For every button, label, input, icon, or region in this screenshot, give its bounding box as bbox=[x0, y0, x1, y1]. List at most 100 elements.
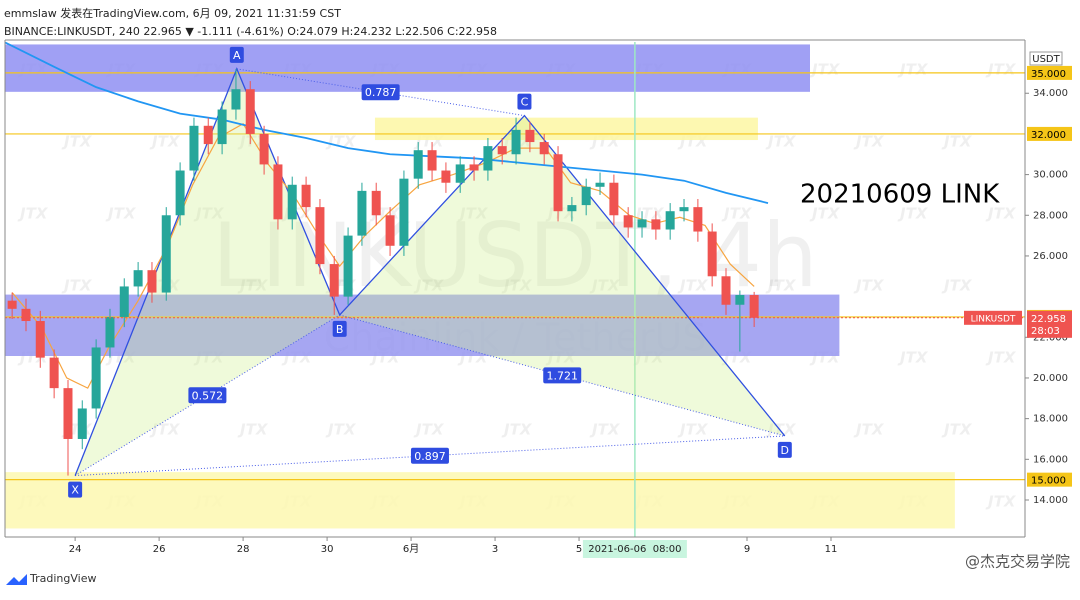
candle-body bbox=[469, 164, 479, 171]
candle-body bbox=[119, 286, 129, 317]
ratio-label: 0.572 bbox=[192, 389, 224, 402]
candle-body bbox=[525, 129, 535, 143]
stamp: JTX bbox=[413, 277, 445, 295]
zone bbox=[374, 117, 758, 141]
stamp: JTX bbox=[765, 277, 797, 295]
candle-body bbox=[581, 186, 591, 206]
y-tick-label: 16.000 bbox=[1033, 454, 1068, 465]
ratio-label: 0.897 bbox=[414, 450, 446, 463]
candle-body bbox=[315, 207, 325, 265]
candle-body bbox=[259, 133, 269, 165]
level-badge bbox=[1027, 472, 1072, 487]
x-tick-label: 30 bbox=[321, 544, 334, 555]
point-badge bbox=[229, 46, 244, 63]
candle-body bbox=[231, 89, 241, 110]
candle-body bbox=[609, 182, 619, 216]
stamp: JTX bbox=[589, 421, 621, 439]
pattern-dotted bbox=[74, 314, 340, 477]
stamp: JTX bbox=[633, 205, 665, 223]
unit-box bbox=[1029, 51, 1063, 66]
candle-body bbox=[637, 219, 647, 228]
x-tick-label: 26 bbox=[153, 544, 166, 555]
x-tick-label: 3 bbox=[492, 544, 498, 555]
stamp: JTX bbox=[149, 133, 181, 151]
candle-body bbox=[161, 215, 171, 293]
candle-body bbox=[749, 295, 759, 318]
candle-body bbox=[693, 207, 703, 232]
stamp: JTX bbox=[897, 349, 929, 367]
tag-symbol: LINKUSDT bbox=[971, 314, 1016, 324]
stamp: JTX bbox=[985, 493, 1017, 511]
axis-unit: USDT bbox=[1032, 54, 1060, 65]
stamp: JTX bbox=[721, 205, 753, 223]
stamp: JTX bbox=[677, 421, 709, 439]
x-tick-label: 5 bbox=[576, 544, 582, 555]
candle-body bbox=[21, 308, 31, 322]
candle-body bbox=[385, 215, 395, 246]
stamp: JTX bbox=[237, 421, 269, 439]
stamp: JTX bbox=[941, 277, 973, 295]
level-label: 35.000 bbox=[1031, 69, 1066, 80]
stamp: JTX bbox=[897, 61, 929, 79]
stamp: JTX bbox=[17, 205, 49, 223]
candle-body bbox=[679, 207, 689, 212]
ratio-label: 1.721 bbox=[546, 369, 578, 382]
stamp: JTX bbox=[809, 205, 841, 223]
level-badge bbox=[1027, 126, 1072, 141]
x-tick-label: 28 bbox=[237, 544, 250, 555]
header-line: emmslaw 发表在TradingView.com, 6月 09, 2021 … bbox=[4, 6, 341, 20]
candle-body bbox=[441, 170, 451, 183]
candle-body bbox=[651, 219, 661, 230]
x-tick-label: 11 bbox=[825, 544, 838, 555]
candle-body bbox=[7, 300, 17, 309]
candle-body bbox=[133, 270, 143, 287]
candle-body bbox=[483, 146, 493, 171]
candle-body bbox=[189, 125, 199, 171]
stamp: JTX bbox=[589, 277, 621, 295]
candle-body bbox=[707, 231, 717, 277]
candle-body bbox=[413, 150, 423, 179]
stamp: JTX bbox=[765, 133, 797, 151]
ratio-badge bbox=[361, 84, 400, 101]
tag-value: 22.958 bbox=[1031, 314, 1066, 325]
y-tick-label: 20.000 bbox=[1033, 373, 1068, 384]
ratio-label: 0.787 bbox=[365, 86, 397, 99]
candle-body bbox=[329, 264, 339, 297]
x-tick-label: 24 bbox=[69, 544, 82, 555]
candle-body bbox=[357, 190, 367, 236]
candle-body bbox=[245, 89, 255, 134]
y-tick-label: 28.000 bbox=[1033, 210, 1068, 221]
zone bbox=[5, 44, 810, 92]
point-label: D bbox=[781, 444, 789, 457]
tag-symbol-bg bbox=[964, 310, 1022, 325]
candle-body bbox=[371, 190, 381, 216]
point-label: C bbox=[521, 96, 529, 109]
candle-body bbox=[399, 178, 409, 246]
stamp: JTX bbox=[853, 421, 885, 439]
candle-body bbox=[203, 125, 213, 145]
level-badge bbox=[1027, 65, 1072, 80]
zone bbox=[5, 472, 955, 529]
candle-body bbox=[511, 129, 521, 155]
level-label: 15.000 bbox=[1031, 476, 1066, 487]
candle-body bbox=[427, 150, 437, 171]
candle-body bbox=[595, 182, 605, 187]
stamp: JTX bbox=[985, 61, 1017, 79]
point-label: X bbox=[71, 484, 79, 497]
axis-bg bbox=[1025, 40, 1080, 540]
candle-body bbox=[735, 295, 745, 305]
stamp: JTX bbox=[325, 421, 357, 439]
stamp: JTX bbox=[457, 205, 489, 223]
crosshair-label: 2021-06-06 08:00 bbox=[588, 544, 681, 555]
candle-body bbox=[665, 211, 675, 230]
candle-body bbox=[175, 170, 185, 216]
point-badge bbox=[777, 441, 792, 458]
candle-body bbox=[287, 184, 297, 220]
crosshair-badge bbox=[582, 540, 687, 558]
y-tick-label: 30.000 bbox=[1033, 170, 1068, 181]
stamp: JTX bbox=[413, 421, 445, 439]
stamp: JTX bbox=[237, 277, 269, 295]
stamp: JTX bbox=[809, 61, 841, 79]
point-badge bbox=[517, 93, 532, 110]
